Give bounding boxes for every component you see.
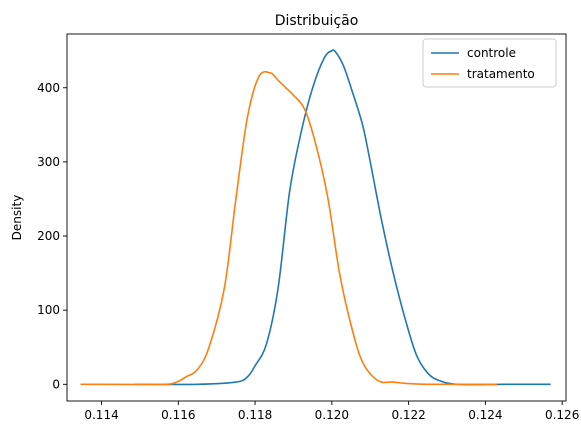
y-tick-label: 0	[52, 377, 60, 391]
x-tick-label: 0.120	[315, 408, 349, 422]
legend-label-controle: controle	[467, 46, 516, 60]
legend-label-tratamento: tratamento	[467, 67, 535, 81]
x-axis: 0.114 0.116 0.118 0.120 0.122 0.124 0.126	[84, 401, 579, 422]
y-axis-label: Density	[10, 195, 24, 241]
y-axis: 0 100 200 300 400	[37, 81, 67, 391]
y-tick-label: 200	[37, 229, 60, 243]
x-tick-label: 0.126	[545, 408, 579, 422]
y-tick-label: 300	[37, 155, 60, 169]
legend: controle tratamento	[422, 38, 557, 88]
plot-frame	[66, 33, 567, 402]
series-line-controle	[134, 49, 551, 386]
x-tick-label: 0.118	[238, 408, 272, 422]
legend-box	[422, 38, 557, 88]
x-tick-label: 0.114	[84, 408, 118, 422]
y-tick-label: 100	[37, 303, 60, 317]
x-tick-label: 0.124	[468, 408, 502, 422]
plot-area	[66, 33, 567, 402]
chart-title: Distribuição	[275, 13, 359, 29]
series-line-tratamento	[80, 70, 497, 386]
y-tick-label: 400	[37, 81, 60, 95]
x-tick-label: 0.116	[161, 408, 195, 422]
x-tick-label: 0.122	[391, 408, 425, 422]
